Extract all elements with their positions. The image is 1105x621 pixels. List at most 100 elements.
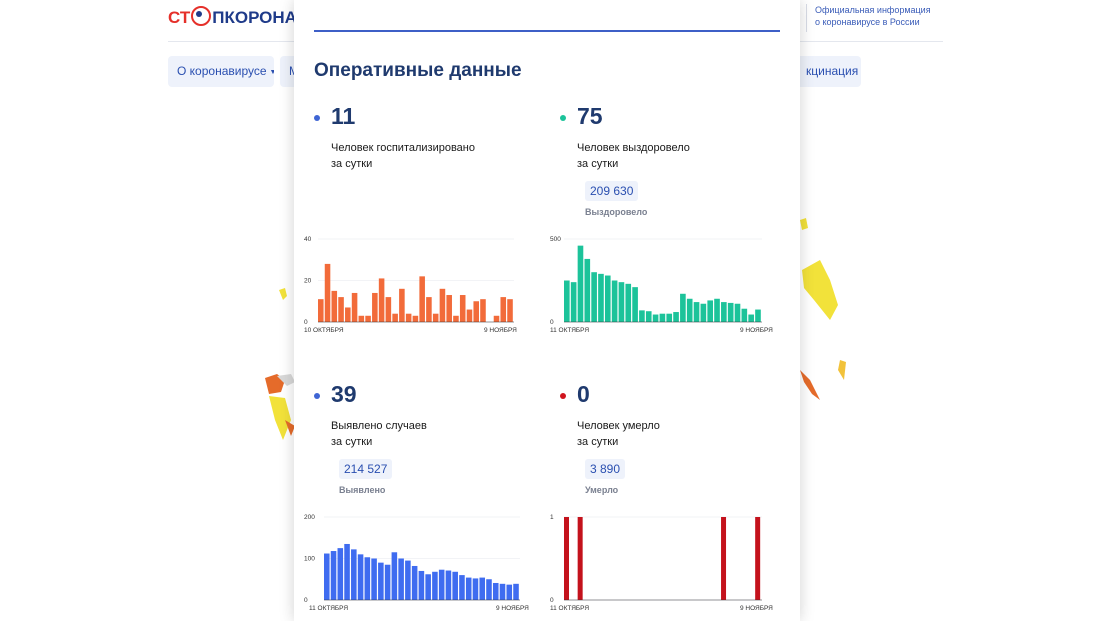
bar[interactable] bbox=[564, 280, 570, 323]
bar[interactable] bbox=[439, 288, 446, 322]
bar[interactable] bbox=[345, 307, 351, 322]
bar[interactable] bbox=[700, 303, 707, 322]
desc-line-2: за сутки bbox=[577, 158, 619, 170]
bar[interactable] bbox=[472, 578, 479, 600]
bar[interactable] bbox=[507, 299, 513, 322]
bar[interactable] bbox=[486, 579, 492, 600]
bar[interactable] bbox=[337, 548, 344, 600]
bar[interactable] bbox=[604, 275, 611, 322]
bar[interactable] bbox=[438, 569, 445, 600]
bar[interactable] bbox=[371, 558, 377, 601]
bar[interactable] bbox=[324, 263, 331, 322]
bar[interactable] bbox=[584, 258, 591, 322]
desc-line-2: за сутки bbox=[331, 158, 373, 170]
bar[interactable] bbox=[351, 549, 357, 600]
bar[interactable] bbox=[419, 276, 425, 322]
bar[interactable] bbox=[405, 560, 411, 600]
bar[interactable] bbox=[611, 280, 618, 323]
bar[interactable] bbox=[466, 309, 473, 322]
bar[interactable] bbox=[365, 315, 371, 322]
bar[interactable] bbox=[330, 551, 337, 600]
stat-cases-value: 39 bbox=[331, 381, 357, 407]
bar[interactable] bbox=[755, 517, 761, 600]
bar[interactable] bbox=[445, 570, 452, 600]
bar[interactable] bbox=[446, 295, 452, 322]
site-logo[interactable]: СТ ПКОРОНАВ bbox=[168, 6, 309, 28]
bar[interactable] bbox=[632, 287, 638, 322]
bar[interactable] bbox=[639, 310, 645, 322]
bar[interactable] bbox=[318, 299, 324, 322]
bar[interactable] bbox=[331, 290, 338, 322]
nav-vaccination[interactable]: кцинация▼ bbox=[790, 56, 861, 87]
nav-about-coronavirus[interactable]: О коронавирусе ▼ bbox=[168, 56, 274, 87]
bar[interactable] bbox=[378, 278, 385, 322]
bar[interactable] bbox=[384, 564, 391, 600]
bar[interactable] bbox=[721, 302, 727, 322]
bar[interactable] bbox=[618, 282, 625, 322]
bar[interactable] bbox=[666, 313, 673, 322]
bar[interactable] bbox=[412, 315, 419, 322]
bar[interactable] bbox=[480, 299, 486, 322]
bar[interactable] bbox=[714, 298, 720, 322]
bar[interactable] bbox=[324, 553, 330, 600]
bar[interactable] bbox=[659, 313, 666, 322]
bar[interactable] bbox=[741, 308, 748, 322]
bar[interactable] bbox=[707, 300, 714, 322]
bar[interactable] bbox=[693, 302, 700, 322]
bar[interactable] bbox=[399, 288, 405, 322]
bar[interactable] bbox=[680, 293, 686, 322]
bar[interactable] bbox=[398, 558, 404, 601]
bar[interactable] bbox=[755, 309, 761, 322]
bar[interactable] bbox=[391, 552, 398, 600]
bar[interactable] bbox=[727, 302, 734, 322]
bar[interactable] bbox=[493, 315, 500, 322]
desc-line-1: Человек умерло bbox=[577, 420, 660, 432]
bar[interactable] bbox=[473, 301, 480, 322]
bar[interactable] bbox=[748, 314, 754, 322]
bar[interactable] bbox=[465, 577, 472, 600]
bar[interactable] bbox=[351, 292, 358, 322]
bar[interactable] bbox=[577, 245, 584, 322]
bar[interactable] bbox=[392, 313, 398, 322]
bar[interactable] bbox=[459, 295, 466, 322]
bar[interactable] bbox=[492, 582, 499, 600]
bar[interactable] bbox=[645, 311, 652, 322]
desc-line-1: Человек выздоровело bbox=[577, 142, 690, 154]
bar[interactable] bbox=[405, 313, 412, 322]
bar[interactable] bbox=[385, 297, 392, 322]
bar[interactable] bbox=[591, 272, 597, 322]
bar[interactable] bbox=[564, 517, 569, 600]
bar[interactable] bbox=[625, 283, 632, 322]
bar[interactable] bbox=[500, 297, 507, 322]
bar[interactable] bbox=[426, 297, 432, 322]
bar[interactable] bbox=[499, 583, 506, 600]
bar[interactable] bbox=[425, 574, 431, 600]
bar[interactable] bbox=[577, 517, 583, 600]
bar[interactable] bbox=[411, 565, 418, 600]
bar[interactable] bbox=[338, 297, 344, 322]
bar[interactable] bbox=[721, 517, 727, 600]
bar[interactable] bbox=[358, 315, 365, 322]
bar[interactable] bbox=[459, 575, 465, 600]
bar[interactable] bbox=[673, 312, 679, 322]
bar[interactable] bbox=[344, 543, 350, 600]
bar[interactable] bbox=[432, 571, 438, 600]
stat-cases: 39 Выявлено случаев за сутки 214 527 Выя… bbox=[314, 381, 544, 501]
bar[interactable] bbox=[652, 314, 659, 322]
bar[interactable] bbox=[570, 282, 577, 322]
bar[interactable] bbox=[372, 292, 378, 322]
bar[interactable] bbox=[452, 571, 458, 600]
bar[interactable] bbox=[686, 298, 693, 322]
bar[interactable] bbox=[734, 303, 741, 322]
bar[interactable] bbox=[453, 315, 459, 322]
bar[interactable] bbox=[513, 583, 519, 600]
stat-recovered-value: 75 bbox=[577, 103, 603, 129]
bar[interactable] bbox=[357, 554, 364, 600]
bar[interactable] bbox=[479, 577, 486, 600]
bar[interactable] bbox=[598, 273, 604, 322]
bar[interactable] bbox=[432, 313, 439, 322]
bar[interactable] bbox=[418, 570, 425, 600]
bar[interactable] bbox=[378, 562, 384, 600]
bar[interactable] bbox=[364, 557, 371, 600]
bar[interactable] bbox=[506, 584, 513, 600]
